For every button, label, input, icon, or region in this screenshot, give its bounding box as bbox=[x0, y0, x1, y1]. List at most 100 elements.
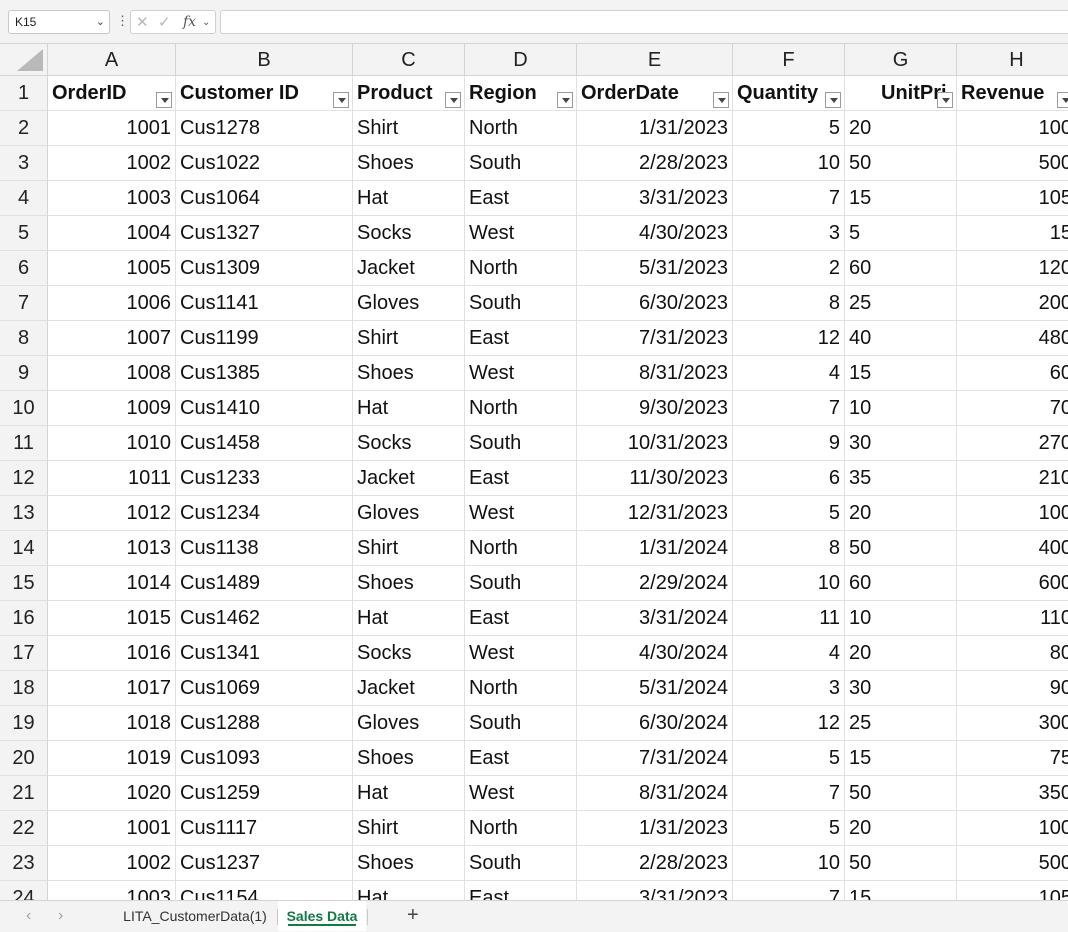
row-header[interactable]: 18 bbox=[0, 671, 48, 706]
table-cell[interactable]: 300 bbox=[957, 706, 1068, 741]
table-header-cell[interactable]: OrderDate bbox=[577, 76, 733, 111]
table-cell[interactable]: 20 bbox=[845, 111, 957, 146]
row-header[interactable]: 21 bbox=[0, 776, 48, 811]
table-cell[interactable]: 2/28/2023 bbox=[577, 846, 733, 881]
table-cell[interactable]: Cus1117 bbox=[176, 811, 353, 846]
table-cell[interactable]: 10 bbox=[845, 391, 957, 426]
table-cell[interactable]: 1016 bbox=[48, 636, 176, 671]
table-cell[interactable]: 70 bbox=[957, 391, 1068, 426]
table-cell[interactable]: 80 bbox=[957, 636, 1068, 671]
table-cell[interactable]: 15 bbox=[845, 181, 957, 216]
table-cell[interactable]: 1/31/2023 bbox=[577, 811, 733, 846]
column-header-h[interactable]: H bbox=[957, 44, 1068, 76]
table-cell[interactable]: Cus1327 bbox=[176, 216, 353, 251]
table-cell[interactable]: 1002 bbox=[48, 146, 176, 181]
table-cell[interactable]: 50 bbox=[845, 776, 957, 811]
table-cell[interactable]: Shoes bbox=[353, 846, 465, 881]
table-header-cell[interactable]: OrderID bbox=[48, 76, 176, 111]
table-cell[interactable]: 15 bbox=[845, 741, 957, 776]
table-cell[interactable]: Cus1141 bbox=[176, 286, 353, 321]
column-header-d[interactable]: D bbox=[465, 44, 577, 76]
table-header-cell[interactable]: Quantity bbox=[733, 76, 845, 111]
table-cell[interactable]: 4 bbox=[733, 356, 845, 391]
table-cell[interactable]: 20 bbox=[845, 496, 957, 531]
table-cell[interactable]: North bbox=[465, 251, 577, 286]
table-cell[interactable]: Shoes bbox=[353, 566, 465, 601]
table-cell[interactable]: 270 bbox=[957, 426, 1068, 461]
table-cell[interactable]: 6 bbox=[733, 461, 845, 496]
column-header-a[interactable]: A bbox=[48, 44, 176, 76]
table-cell[interactable]: 5/31/2024 bbox=[577, 671, 733, 706]
column-header-g[interactable]: G bbox=[845, 44, 957, 76]
table-cell[interactable]: 4/30/2024 bbox=[577, 636, 733, 671]
table-cell[interactable]: West bbox=[465, 636, 577, 671]
table-cell[interactable]: South bbox=[465, 286, 577, 321]
table-cell[interactable]: 3 bbox=[733, 671, 845, 706]
column-header-c[interactable]: C bbox=[353, 44, 465, 76]
filter-dropdown-icon[interactable] bbox=[1057, 92, 1068, 108]
table-cell[interactable]: 500 bbox=[957, 146, 1068, 181]
table-cell[interactable]: 1015 bbox=[48, 601, 176, 636]
table-cell[interactable]: Shirt bbox=[353, 111, 465, 146]
table-cell[interactable]: 7 bbox=[733, 776, 845, 811]
table-cell[interactable]: West bbox=[465, 496, 577, 531]
table-cell[interactable]: 100 bbox=[957, 496, 1068, 531]
table-cell[interactable]: 600 bbox=[957, 566, 1068, 601]
table-cell[interactable]: 75 bbox=[957, 741, 1068, 776]
table-cell[interactable]: 5 bbox=[845, 216, 957, 251]
formula-input[interactable] bbox=[220, 10, 1068, 34]
table-cell[interactable]: Cus1341 bbox=[176, 636, 353, 671]
table-cell[interactable]: 210 bbox=[957, 461, 1068, 496]
tab-lita-customerdata[interactable]: LITA_CustomerData(1) bbox=[114, 901, 276, 931]
table-cell[interactable]: Cus1410 bbox=[176, 391, 353, 426]
table-cell[interactable]: Cus1458 bbox=[176, 426, 353, 461]
filter-dropdown-icon[interactable] bbox=[333, 92, 349, 108]
table-cell[interactable]: 9/30/2023 bbox=[577, 391, 733, 426]
column-header-b[interactable]: B bbox=[176, 44, 353, 76]
row-header[interactable]: 8 bbox=[0, 321, 48, 356]
table-cell[interactable]: Jacket bbox=[353, 251, 465, 286]
table-cell[interactable]: 8/31/2023 bbox=[577, 356, 733, 391]
table-cell[interactable]: West bbox=[465, 356, 577, 391]
column-header-f[interactable]: F bbox=[733, 44, 845, 76]
row-header[interactable]: 20 bbox=[0, 741, 48, 776]
row-header[interactable]: 19 bbox=[0, 706, 48, 741]
row-header[interactable]: 3 bbox=[0, 146, 48, 181]
filter-dropdown-icon[interactable] bbox=[156, 92, 172, 108]
table-cell[interactable]: Cus1199 bbox=[176, 321, 353, 356]
table-cell[interactable]: Cus1138 bbox=[176, 531, 353, 566]
table-cell[interactable]: 6/30/2024 bbox=[577, 706, 733, 741]
table-cell[interactable]: 50 bbox=[845, 146, 957, 181]
table-cell[interactable]: 2/29/2024 bbox=[577, 566, 733, 601]
table-cell[interactable]: 90 bbox=[957, 671, 1068, 706]
table-cell[interactable]: Cus1022 bbox=[176, 146, 353, 181]
table-cell[interactable]: 30 bbox=[845, 426, 957, 461]
table-cell[interactable]: Cus1288 bbox=[176, 706, 353, 741]
table-cell[interactable]: 40 bbox=[845, 321, 957, 356]
table-cell[interactable]: Gloves bbox=[353, 496, 465, 531]
table-cell[interactable]: 10 bbox=[845, 601, 957, 636]
table-cell[interactable]: Socks bbox=[353, 636, 465, 671]
table-cell[interactable]: 25 bbox=[845, 706, 957, 741]
table-cell[interactable]: 1002 bbox=[48, 846, 176, 881]
select-all-button[interactable] bbox=[0, 44, 48, 76]
table-cell[interactable]: 15 bbox=[845, 356, 957, 391]
table-header-cell[interactable]: UnitPri bbox=[845, 76, 957, 111]
table-cell[interactable]: 1018 bbox=[48, 706, 176, 741]
table-cell[interactable]: 12/31/2023 bbox=[577, 496, 733, 531]
table-cell[interactable]: 480 bbox=[957, 321, 1068, 356]
table-cell[interactable]: 4/30/2023 bbox=[577, 216, 733, 251]
table-cell[interactable]: 10 bbox=[733, 846, 845, 881]
chevron-down-icon[interactable]: ⌄ bbox=[95, 16, 105, 28]
table-cell[interactable]: Cus1234 bbox=[176, 496, 353, 531]
enter-check-icon[interactable]: ✓ bbox=[158, 14, 171, 31]
row-header[interactable]: 11 bbox=[0, 426, 48, 461]
table-cell[interactable]: Cus1093 bbox=[176, 741, 353, 776]
table-cell[interactable]: 1017 bbox=[48, 671, 176, 706]
table-cell[interactable]: South bbox=[465, 846, 577, 881]
table-cell[interactable]: South bbox=[465, 146, 577, 181]
insert-function-icon[interactable]: fx bbox=[183, 14, 197, 30]
table-cell[interactable]: 15 bbox=[957, 216, 1068, 251]
column-header-e[interactable]: E bbox=[577, 44, 733, 76]
table-header-cell[interactable]: Region bbox=[465, 76, 577, 111]
